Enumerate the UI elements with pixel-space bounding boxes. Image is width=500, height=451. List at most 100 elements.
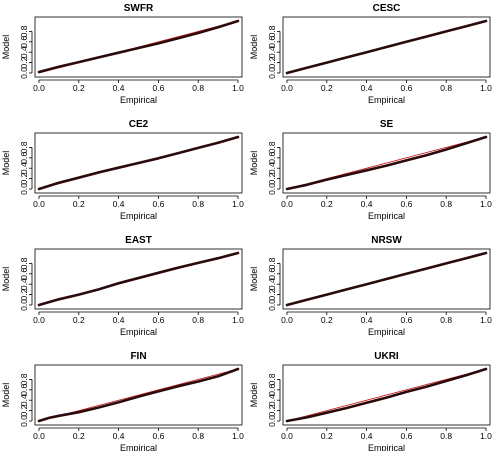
x-tick-label: 0.4: [113, 315, 125, 325]
x-axis-label: Empirical: [120, 327, 157, 337]
y-tick-label: 0.2: [19, 172, 29, 184]
model-series-line: [37, 251, 240, 307]
y-tick-label: 0.6: [19, 36, 29, 48]
y-tick-label: 0.0: [19, 415, 29, 427]
y-tick-label: 0.8: [267, 257, 277, 269]
y-tick-label: 0.8: [19, 25, 29, 37]
panel-title: UKRI: [374, 351, 399, 362]
x-tick-label: 0.6: [400, 199, 412, 209]
x-axis-label: Empirical: [120, 443, 157, 451]
y-axis-label: Model: [1, 383, 11, 408]
x-tick-label: 0.6: [400, 83, 412, 93]
plot-frame: [282, 248, 491, 310]
x-tick-label: 0.4: [361, 315, 373, 325]
y-tick-label: 0.0: [19, 183, 29, 195]
x-tick-label: 0.0: [281, 83, 293, 93]
panel-title: SE: [380, 119, 394, 130]
panel-title: SWFR: [124, 3, 154, 14]
x-tick-label: 0.8: [440, 431, 452, 441]
y-tick-label: 0.2: [19, 56, 29, 68]
x-tick-label: 1.0: [232, 83, 244, 93]
x-tick-label: 1.0: [480, 431, 492, 441]
x-tick-label: 0.6: [152, 315, 164, 325]
x-tick-label: 0.2: [73, 431, 85, 441]
x-tick-label: 1.0: [232, 199, 244, 209]
y-axis-label: Model: [249, 383, 259, 408]
model-series-line: [285, 135, 488, 191]
x-tick-label: 1.0: [232, 315, 244, 325]
y-tick-label: 0.8: [267, 25, 277, 37]
x-axis-label: Empirical: [368, 443, 405, 451]
model-series-line: [37, 19, 240, 74]
y-axis-label: Model: [249, 35, 259, 60]
x-tick-label: 0.4: [361, 431, 373, 441]
x-tick-label: 0.2: [321, 199, 333, 209]
x-tick-label: 0.4: [113, 83, 125, 93]
y-tick-label: 0.8: [19, 257, 29, 269]
y-tick-label: 0.8: [19, 141, 29, 153]
x-tick-label: 1.0: [480, 83, 492, 93]
plot-frame: [34, 16, 243, 78]
panel-title: CESC: [373, 3, 401, 14]
x-tick-label: 0.6: [400, 315, 412, 325]
y-tick-label: 0.0: [267, 415, 277, 427]
x-tick-label: 0.8: [192, 199, 204, 209]
y-tick-label: 0.2: [267, 172, 277, 184]
x-axis-label: Empirical: [120, 211, 157, 221]
y-tick-label: 0.4: [19, 394, 29, 406]
x-tick-label: 0.2: [73, 83, 85, 93]
reference-line: [286, 368, 487, 422]
x-tick-label: 0.6: [152, 199, 164, 209]
y-tick-label: 0.2: [267, 288, 277, 300]
y-axis-label: Model: [249, 151, 259, 176]
x-tick-label: 0.2: [321, 83, 333, 93]
panel-title: FIN: [130, 351, 146, 362]
x-tick-label: 0.8: [440, 83, 452, 93]
panel-title: NRSW: [371, 235, 402, 246]
y-tick-label: 0.6: [267, 268, 277, 280]
y-tick-label: 0.8: [267, 373, 277, 385]
x-tick-label: 0.0: [33, 83, 45, 93]
y-tick-label: 0.6: [19, 268, 29, 280]
x-tick-label: 0.4: [361, 199, 373, 209]
y-tick-label: 0.4: [19, 162, 29, 174]
plot-frame: [282, 16, 491, 78]
y-tick-label: 0.0: [19, 299, 29, 311]
y-tick-label: 0.6: [19, 384, 29, 396]
model-series-line: [37, 367, 240, 423]
y-tick-label: 0.8: [267, 141, 277, 153]
y-axis-label: Model: [1, 35, 11, 60]
plot-frame: [34, 248, 243, 310]
x-tick-label: 0.2: [73, 199, 85, 209]
x-axis-label: Empirical: [368, 95, 405, 105]
x-tick-label: 0.0: [281, 315, 293, 325]
x-tick-label: 1.0: [480, 315, 492, 325]
x-axis-label: Empirical: [120, 95, 157, 105]
x-tick-label: 0.8: [192, 315, 204, 325]
x-tick-label: 0.4: [113, 199, 125, 209]
model-series-line: [285, 19, 488, 75]
y-tick-label: 0.2: [267, 404, 277, 416]
plot-frame: [34, 364, 243, 426]
x-tick-label: 0.0: [33, 199, 45, 209]
y-tick-label: 0.0: [267, 67, 277, 79]
y-tick-label: 0.2: [19, 288, 29, 300]
panel-se: SE0.0 0.2 0.4 0.6 0.8 1.00.00.20.40.60.8Empir…: [249, 119, 492, 221]
plot-frame: [34, 132, 243, 194]
y-tick-label: 0.4: [19, 46, 29, 58]
model-series-line: [285, 251, 488, 307]
y-tick-label: 0.4: [267, 162, 277, 174]
plot-frame: [282, 132, 491, 194]
x-axis-label: Empirical: [368, 327, 405, 337]
y-tick-label: 0.6: [19, 152, 29, 164]
x-tick-label: 0.8: [192, 83, 204, 93]
y-tick-label: 0.4: [267, 46, 277, 58]
y-tick-label: 0.0: [267, 183, 277, 195]
x-tick-label: 1.0: [480, 199, 492, 209]
